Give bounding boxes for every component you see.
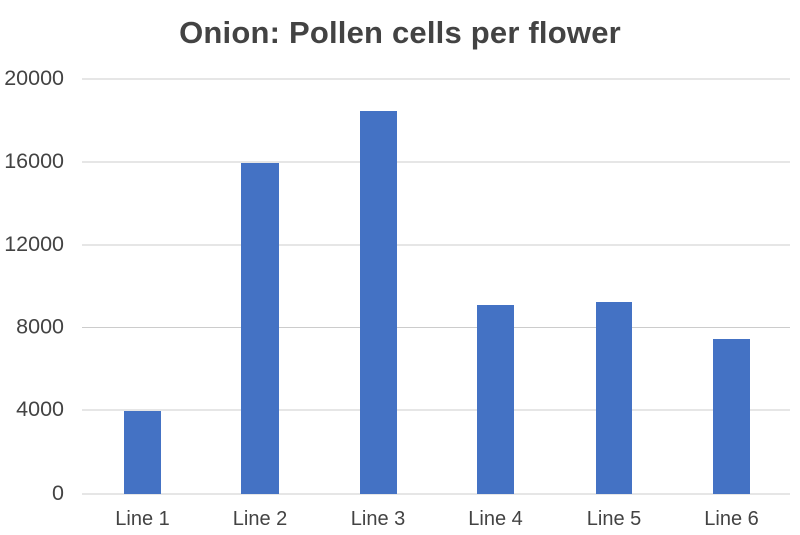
svg-text:4000: 4000	[16, 397, 64, 421]
svg-text:8000: 8000	[16, 315, 64, 339]
svg-text:Line 2: Line 2	[233, 508, 288, 530]
svg-text:16000: 16000	[4, 149, 64, 173]
svg-text:Line 1: Line 1	[115, 508, 170, 530]
svg-text:12000: 12000	[4, 232, 64, 256]
svg-text:Line 6: Line 6	[704, 508, 759, 530]
svg-text:20000: 20000	[4, 66, 64, 90]
svg-text:0: 0	[52, 481, 64, 505]
svg-text:Line 3: Line 3	[351, 508, 406, 530]
svg-text:Line 5: Line 5	[587, 508, 642, 530]
svg-text:Line 4: Line 4	[468, 508, 523, 530]
